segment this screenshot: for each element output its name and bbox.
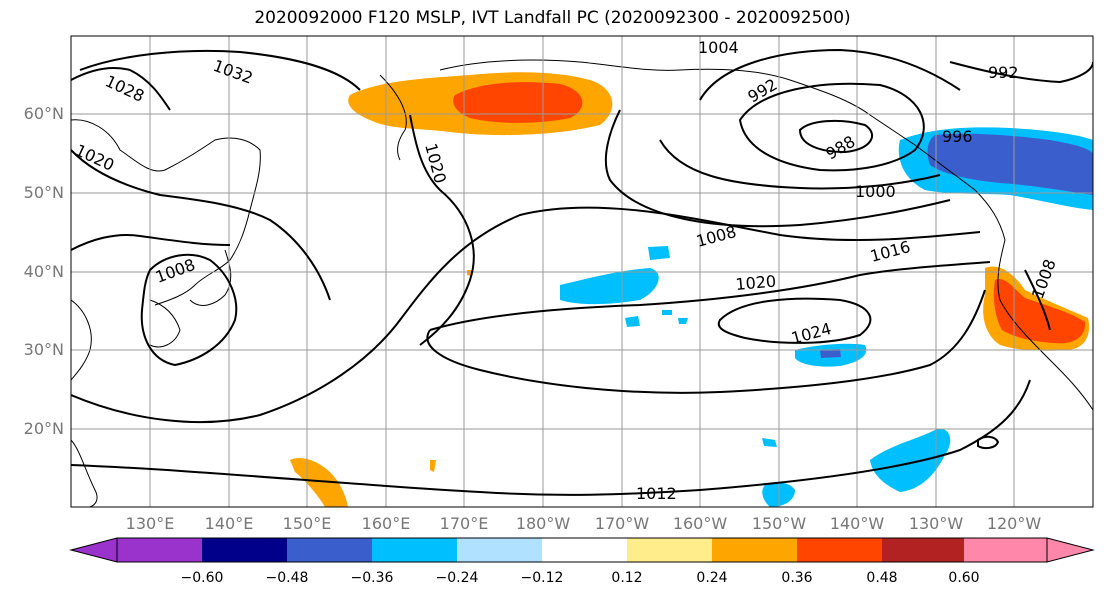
contour-label: 1012 [636,484,677,503]
lon-label: 170°W [594,514,650,533]
colorbar-tick-label: 0.60 [948,570,980,586]
map-title: 2020092000 F120 MSLP, IVT Landfall PC (2… [254,8,851,28]
colorbar-segment [882,538,964,562]
lat-label: 20°N [23,419,64,438]
colorbar-tick-label: −0.36 [350,570,394,586]
colorbar-segment [627,538,712,562]
lon-label: 180°W [515,514,571,533]
lon-label: 130°W [908,514,964,533]
contour-label: 1020 [735,272,777,294]
colorbar-right-extension [1046,537,1095,563]
colorbar-segment [202,538,287,562]
colorbar-tick-label: 0.12 [611,570,643,586]
lon-label: 120°W [986,514,1042,533]
colorbar-segment [372,538,457,562]
colorbar-segment [964,538,1047,562]
colorbar-left-extension [69,537,118,563]
colorbar-tick-label: −0.12 [520,570,564,586]
colorbar-segment [287,538,372,562]
colorbar [69,537,1095,563]
gridlines [71,36,1093,507]
colorbar-tick-label: −0.24 [435,570,479,586]
contour-label: 1000 [855,182,896,201]
lat-label: 30°N [23,340,64,359]
lon-label: 130°E [125,514,175,533]
colorbar-outline [116,537,1048,563]
colorbar-segment [712,538,797,562]
lat-label: 60°N [23,104,64,123]
colorbar-tick-label: 0.48 [866,570,898,586]
isobars [71,48,1093,496]
lon-label: 150°W [751,514,807,533]
lon-label: 140°W [829,514,885,533]
contour-label: 996 [942,127,973,146]
lon-label: 150°E [282,514,332,533]
lon-label: 140°E [204,514,254,533]
colorbar-segment [542,538,627,562]
colorbar-segment [457,538,542,562]
lon-label: 160°W [672,514,728,533]
colorbar-tick-label: 0.36 [781,570,813,586]
lon-label: 160°E [361,514,411,533]
colorbar-tick-label: 0.24 [696,570,728,586]
lon-label: 170°E [439,514,489,533]
map-frame [70,35,1094,508]
lat-label: 50°N [23,183,64,202]
colorbar-segment [797,538,882,562]
colorbar-tick-label: −0.48 [265,570,309,586]
contour-label: 992 [988,63,1019,82]
ivt-negative-shading [560,127,1093,507]
colorbar-tick-label: −0.60 [180,570,224,586]
ivt-positive-shading [290,72,1090,507]
contour-label: 1004 [698,38,739,57]
colorbar-segment [117,538,202,562]
lat-label: 40°N [23,262,64,281]
